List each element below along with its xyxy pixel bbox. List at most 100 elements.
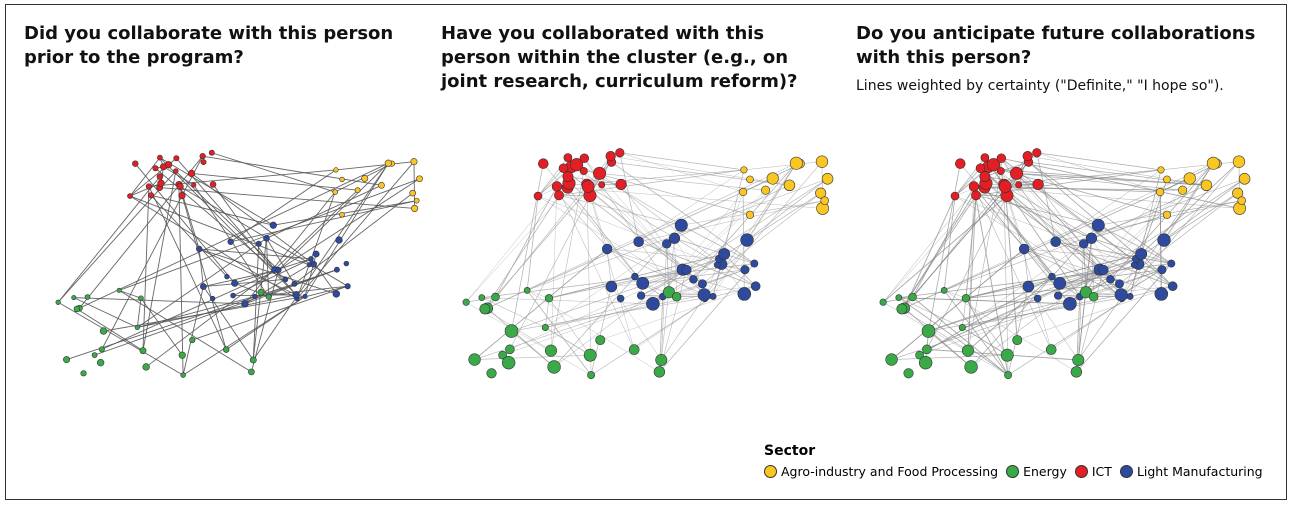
- node: [547, 360, 561, 374]
- edge: [567, 176, 622, 185]
- legend-item: Agro-industry and Food Processing: [764, 464, 998, 479]
- node: [255, 240, 262, 247]
- node: [955, 158, 966, 169]
- node: [173, 155, 180, 162]
- edge: [57, 176, 161, 303]
- node: [1238, 173, 1251, 185]
- node: [486, 368, 497, 379]
- edge: [57, 170, 177, 303]
- node: [241, 300, 249, 308]
- node: [1232, 187, 1244, 199]
- edge: [1140, 253, 1173, 287]
- edge: [1007, 286, 1029, 376]
- edge: [101, 269, 279, 350]
- node: [628, 344, 640, 355]
- node: [538, 158, 549, 169]
- edge: [230, 169, 337, 243]
- edge: [556, 186, 635, 350]
- node: [950, 191, 960, 201]
- node: [306, 262, 312, 268]
- node: [739, 187, 748, 197]
- edge: [553, 269, 683, 368]
- node: [662, 239, 672, 249]
- node: [975, 163, 986, 174]
- node: [971, 190, 981, 201]
- edge: [600, 285, 756, 341]
- node: [231, 279, 239, 287]
- edge: [682, 190, 766, 270]
- node: [1200, 179, 1213, 192]
- node: [199, 153, 206, 160]
- node: [815, 187, 827, 199]
- node: [91, 352, 98, 358]
- node: [544, 344, 557, 357]
- node: [815, 155, 829, 168]
- edge: [590, 286, 612, 376]
- node: [410, 158, 418, 166]
- node: [1079, 286, 1092, 299]
- node: [554, 190, 564, 201]
- panel-title: Do you anticipate future collaborations …: [856, 23, 1256, 68]
- edge: [481, 297, 653, 305]
- edge: [79, 155, 204, 309]
- edge: [175, 170, 279, 271]
- edge: [1017, 285, 1173, 341]
- edge: [1055, 241, 1172, 265]
- edge: [145, 269, 275, 368]
- node: [896, 303, 908, 315]
- node: [662, 286, 675, 299]
- node: [269, 221, 277, 229]
- edge: [129, 195, 298, 300]
- node: [343, 260, 350, 267]
- edge: [1003, 184, 1052, 350]
- node: [96, 359, 105, 367]
- edge: [142, 186, 150, 351]
- edge: [211, 152, 336, 193]
- node: [178, 351, 186, 359]
- edge: [610, 155, 790, 186]
- legend: Agro-industry and Food Processing Energy I…: [764, 464, 1263, 479]
- node: [227, 238, 234, 245]
- node: [1091, 218, 1105, 232]
- edge: [137, 296, 255, 328]
- edge: [273, 200, 417, 226]
- edge: [129, 182, 162, 197]
- edge: [973, 186, 1052, 350]
- node: [581, 180, 595, 193]
- node: [134, 324, 140, 331]
- node: [479, 303, 491, 315]
- edge: [1001, 157, 1240, 209]
- edge: [466, 302, 592, 376]
- node: [1053, 276, 1067, 290]
- edge: [244, 269, 338, 305]
- edge: [481, 297, 546, 328]
- node: [265, 293, 272, 300]
- node: [636, 291, 646, 300]
- edge: [901, 195, 977, 310]
- edge: [681, 224, 755, 264]
- edge: [883, 302, 1009, 376]
- node: [1167, 281, 1178, 291]
- node: [230, 292, 236, 299]
- node: [1000, 348, 1014, 362]
- node: [750, 259, 759, 268]
- node: [84, 294, 91, 300]
- node: [569, 158, 584, 172]
- node: [579, 167, 588, 176]
- edge: [101, 155, 204, 350]
- edge: [198, 248, 297, 296]
- legend-label: ICT: [1091, 464, 1112, 479]
- legend-label: Agro-industry and Food Processing: [781, 464, 999, 479]
- node: [922, 344, 932, 355]
- edge: [898, 297, 1009, 376]
- node: [668, 232, 681, 244]
- edge: [743, 161, 823, 171]
- edge: [661, 163, 797, 361]
- node: [98, 346, 105, 353]
- edge: [661, 243, 668, 360]
- node: [1004, 371, 1013, 380]
- node: [996, 153, 1007, 163]
- edge: [607, 248, 720, 260]
- node: [409, 189, 416, 197]
